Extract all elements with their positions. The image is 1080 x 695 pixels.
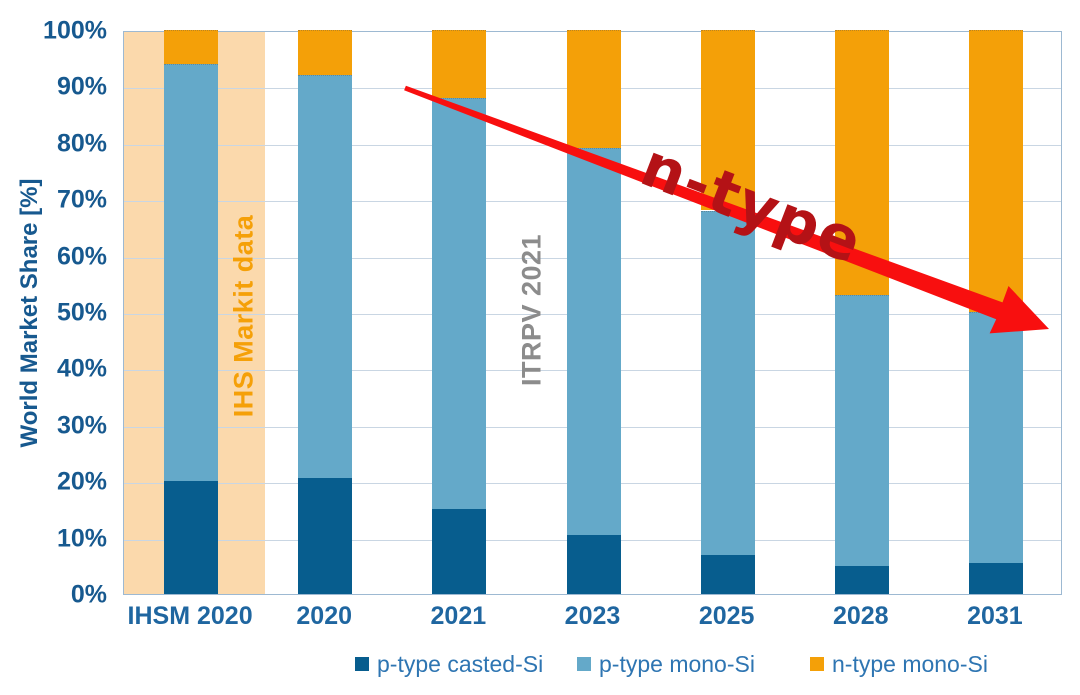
- segment-p-type-casted-si: [834, 565, 889, 594]
- x-tick-label-2021: 2021: [430, 602, 487, 630]
- legend-swatch-n-type-mono-si: [810, 657, 824, 671]
- y-tick-label-50: 50%: [56, 298, 107, 327]
- y-tick-label-80: 80%: [56, 129, 107, 158]
- legend-item-p-type-casted-si: p-type casted-Si: [355, 650, 543, 678]
- bar-2021: [432, 30, 487, 594]
- bar-2023: [566, 30, 621, 594]
- bar-2031: [968, 30, 1023, 594]
- legend-swatch-p-type-mono-si: [577, 657, 591, 671]
- segment-p-type-casted-si: [298, 478, 353, 594]
- y-tick-label-70: 70%: [56, 185, 107, 214]
- x-axis-tick-labels: IHSM 2020 2020 2021 2023 2025 2028 2031: [123, 602, 1062, 634]
- segment-p-type-casted-si: [566, 534, 621, 594]
- y-tick-label-0: 0%: [70, 580, 107, 609]
- legend-label-p-type-casted-si: p-type casted-Si: [377, 650, 544, 677]
- segment-p-type-casted-si: [432, 509, 487, 594]
- segment-p-type-mono-si: [566, 148, 621, 535]
- bar-2020: [298, 30, 353, 594]
- bar-2025: [700, 30, 755, 594]
- y-tick-label-10: 10%: [56, 524, 107, 553]
- segment-p-type-casted-si: [164, 481, 219, 594]
- plot-area: [123, 30, 1062, 595]
- legend-item-n-type-mono-si: n-type mono-Si: [810, 650, 988, 678]
- segment-p-type-mono-si: [700, 210, 755, 555]
- x-tick-label-ihsm-2020: IHSM 2020: [127, 602, 253, 630]
- annotation-ihs-markit-data: IHS Markit data: [228, 214, 259, 418]
- annotation-itrpv-2021: ITRPV 2021: [516, 233, 547, 387]
- segment-p-type-mono-si: [968, 312, 1023, 563]
- segment-n-type-mono-si: [566, 30, 621, 149]
- y-tick-label-20: 20%: [56, 467, 107, 496]
- segment-n-type-mono-si: [432, 30, 487, 98]
- y-tick-label-40: 40%: [56, 354, 107, 383]
- segment-n-type-mono-si: [298, 30, 353, 76]
- y-axis-tick-labels: 0% 10% 20% 30% 40% 50% 60% 70% 80% 90% 100%: [0, 17, 115, 609]
- x-tick-label-2023: 2023: [564, 602, 621, 630]
- legend-item-p-type-mono-si: p-type mono-Si: [577, 650, 755, 678]
- legend-label-n-type-mono-si: n-type mono-Si: [832, 650, 988, 677]
- y-tick-label-60: 60%: [56, 242, 107, 271]
- segment-p-type-mono-si: [432, 97, 487, 510]
- bar-2028: [834, 30, 889, 594]
- bar-ihsm-2020: [164, 30, 219, 594]
- legend-swatch-p-type-casted-si: [355, 657, 369, 671]
- segment-p-type-casted-si: [968, 562, 1023, 594]
- y-tick-label-30: 30%: [56, 411, 107, 440]
- x-tick-label-2031: 2031: [967, 602, 1023, 630]
- segment-p-type-mono-si: [834, 295, 889, 566]
- x-tick-label-2025: 2025: [698, 602, 755, 630]
- segment-p-type-mono-si: [298, 75, 353, 479]
- legend-label-p-type-mono-si: p-type mono-Si: [599, 650, 755, 677]
- segment-p-type-mono-si: [164, 63, 219, 482]
- x-tick-label-2028: 2028: [832, 602, 889, 630]
- segment-n-type-mono-si: [968, 30, 1023, 312]
- segment-p-type-casted-si: [700, 554, 755, 594]
- y-tick-label-100: 100%: [43, 16, 107, 45]
- y-tick-label-90: 90%: [56, 72, 107, 101]
- x-tick-label-2020: 2020: [296, 602, 353, 630]
- segment-n-type-mono-si: [164, 30, 219, 64]
